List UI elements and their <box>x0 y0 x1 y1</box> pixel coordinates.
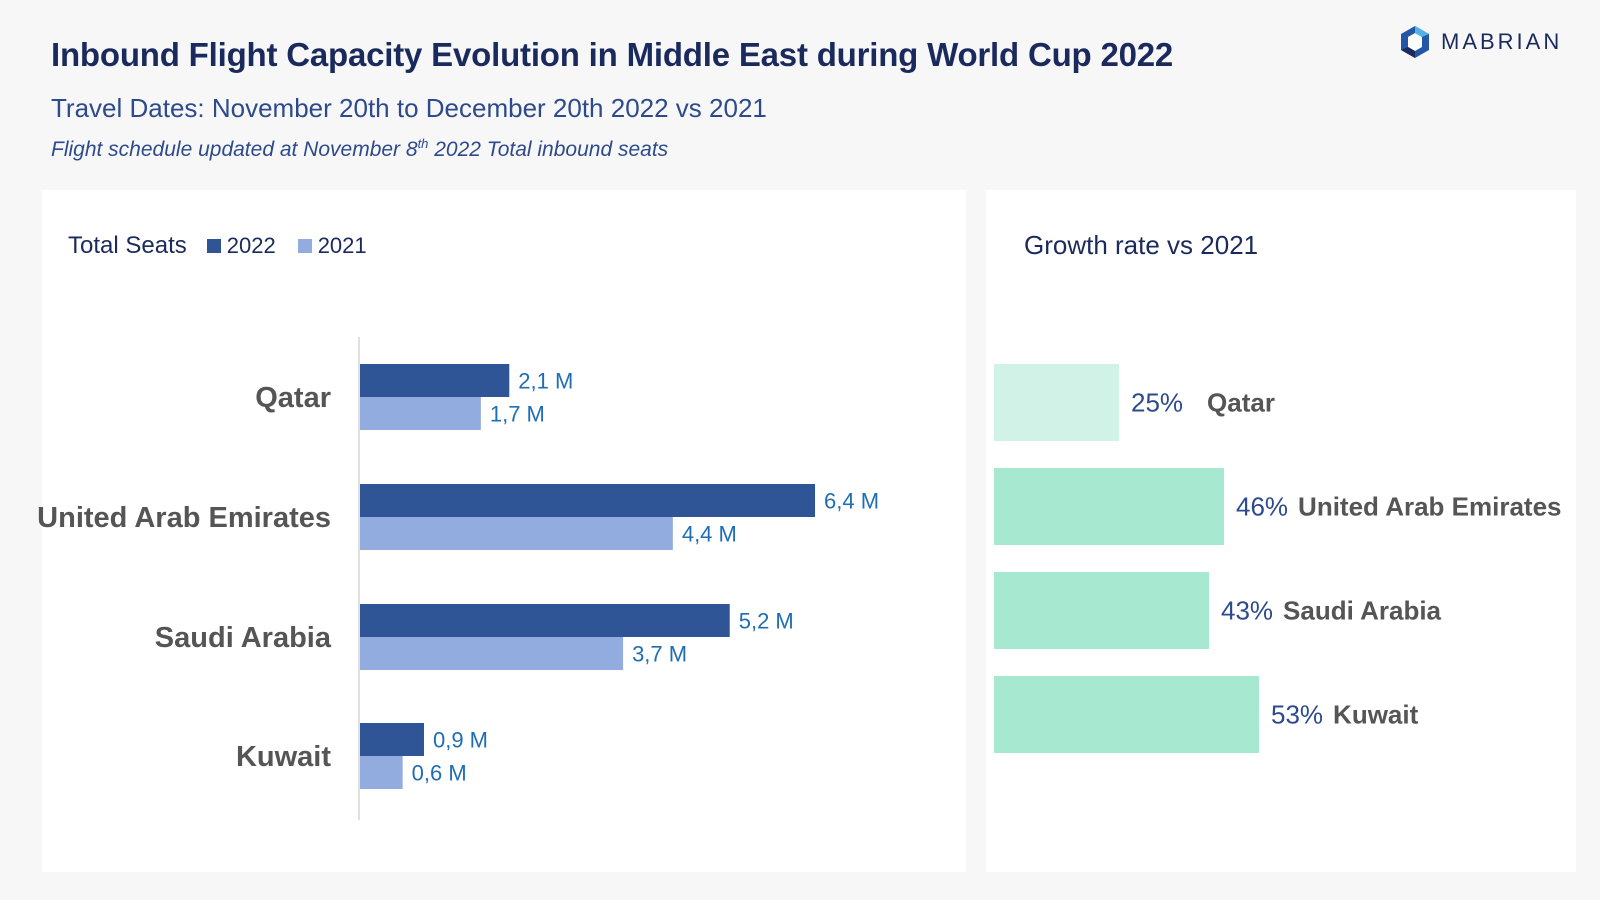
growth-chart-title: Growth rate vs 2021 <box>1024 230 1259 260</box>
schedule-note: Flight schedule updated at November 8th … <box>51 136 668 162</box>
growth-bar-saudi-arabia <box>994 572 1209 649</box>
growth-value-kuwait: 53% <box>1271 700 1323 730</box>
legend-item-2022: 2022 <box>206 233 276 259</box>
value-label-2022-saudi-arabia: 5,2 M <box>739 609 794 634</box>
bar-2021-qatar <box>360 397 481 430</box>
chart-legend: Total Seats 2022 2021 <box>68 232 389 260</box>
hexagon-logo-icon <box>1401 26 1429 58</box>
growth-category-saudi-arabia: Saudi Arabia <box>1283 596 1442 626</box>
mabrian-logo: MABRIAN <box>1397 24 1567 60</box>
growth-category-qatar: Qatar <box>1207 388 1275 418</box>
bar-2022-saudi-arabia <box>360 604 730 637</box>
category-label-united-arab-emirates: United Arab Emirates <box>37 502 331 534</box>
value-label-2022-united-arab-emirates: 6,4 M <box>824 489 879 514</box>
bar-2022-qatar <box>360 364 510 397</box>
legend-swatch-2022 <box>206 239 221 253</box>
value-label-2021-saudi-arabia: 3,7 M <box>632 642 687 667</box>
value-label-2021-kuwait: 0,6 M <box>412 761 467 786</box>
value-label-2021-qatar: 1,7 M <box>490 402 545 427</box>
note-superscript: th <box>417 136 429 151</box>
growth-category-united-arab-emirates: United Arab Emirates <box>1298 492 1561 522</box>
bar-2021-saudi-arabia <box>360 637 624 670</box>
growth-category-kuwait: Kuwait <box>1333 700 1419 730</box>
bar-2022-united-arab-emirates <box>360 484 816 517</box>
legend-label-2022: 2022 <box>226 233 276 258</box>
value-label-2021-united-arab-emirates: 4,4 M <box>682 522 737 547</box>
note-text-end: 2022 Total inbound seats <box>428 138 669 161</box>
page-title: Inbound Flight Capacity Evolution in Mid… <box>51 36 1174 73</box>
value-label-2022-qatar: 2,1 M <box>518 369 573 394</box>
total-seats-panel: Total Seats 2022 2021 Qatar 2,1 M 1,7 M Uni… <box>37 190 966 872</box>
legend-swatch-2021 <box>297 239 312 253</box>
bar-2022-kuwait <box>360 723 424 756</box>
total-seats-chart: Qatar 2,1 M 1,7 M United Arab Emirates 6,4 M… <box>37 337 879 820</box>
growth-value-qatar: 25% <box>1131 388 1183 418</box>
category-label-kuwait: Kuwait <box>236 741 331 773</box>
legend-label-2021: 2021 <box>317 233 367 258</box>
category-label-qatar: Qatar <box>255 382 331 414</box>
bar-2021-kuwait <box>360 756 403 789</box>
value-label-2022-kuwait: 0,9 M <box>433 728 488 753</box>
logo-text: MABRIAN <box>1441 29 1563 54</box>
growth-bar-kuwait <box>994 676 1259 753</box>
growth-rate-chart: 25% Qatar 46% United Arab Emirates 43% Saudi … <box>994 364 1562 753</box>
legend-item-2021: 2021 <box>297 233 367 259</box>
category-label-saudi-arabia: Saudi Arabia <box>155 622 332 654</box>
growth-value-united-arab-emirates: 46% <box>1236 492 1288 522</box>
growth-bar-united-arab-emirates <box>994 468 1224 545</box>
growth-value-saudi-arabia: 43% <box>1221 596 1273 626</box>
growth-rate-panel: Growth rate vs 2021 25% Qatar 46% United Ar… <box>986 190 1576 872</box>
note-text: Flight schedule updated at November 8 <box>51 138 418 161</box>
chart-title: Total Seats <box>68 232 187 259</box>
growth-bar-qatar <box>994 364 1119 441</box>
bar-2021-united-arab-emirates <box>360 517 673 550</box>
page-subtitle: Travel Dates: November 20th to December … <box>51 93 767 123</box>
